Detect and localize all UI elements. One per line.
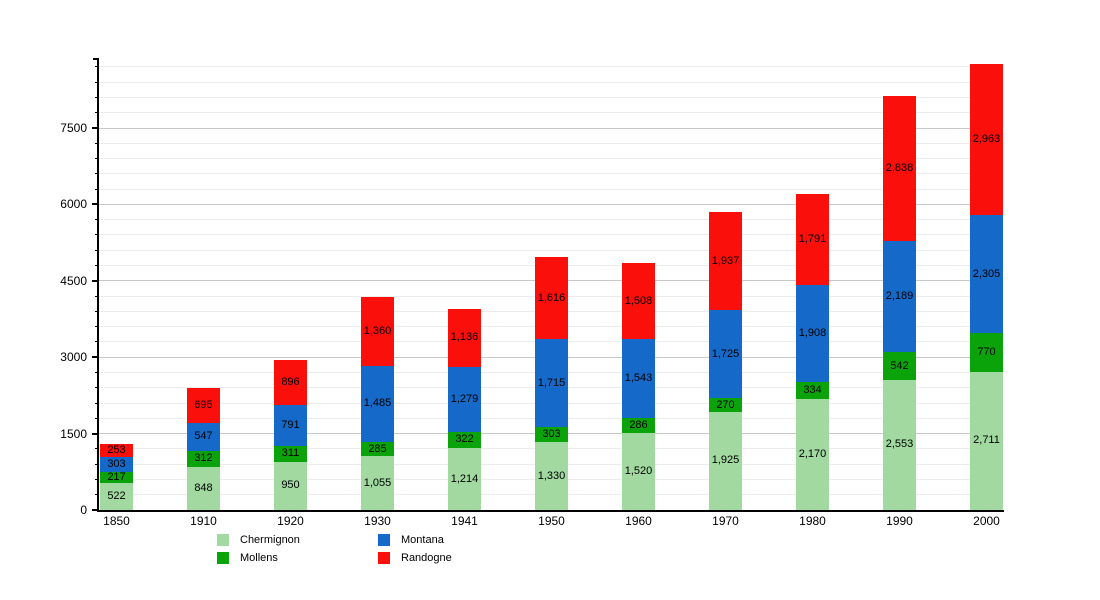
legend-swatch-mollens [217,552,229,564]
bar-segment-mollens [709,398,742,412]
x-axis-tick-label: 1920 [277,514,304,528]
y-axis-line [97,58,99,512]
bar-segment-montana [361,366,394,442]
y-minor-gridline [99,219,1002,221]
y-axis-tick-label: 1500 [60,426,87,441]
bar-segment-randogne [448,308,481,367]
bar-segment-mollens [274,445,307,462]
bar-segment-chermignon [274,461,307,510]
x-axis-tick-label: 1950 [538,514,565,528]
bar-segment-randogne [883,96,916,241]
bar-segment-chermignon [970,371,1003,510]
y-minor-gridline [99,81,1002,83]
x-axis-line [97,510,1004,512]
x-axis-tick-label: 1850 [103,514,130,528]
x-axis-tick-label: 1970 [712,514,739,528]
y-minor-gridline [99,96,1002,98]
bar-segment-randogne [622,262,655,340]
bar-segment-montana [796,285,829,383]
y-axis-tick-label: 3000 [60,350,87,365]
bar-segment-montana [622,339,655,419]
y-minor-gridline [99,142,1002,144]
bar-segment-chermignon [187,466,220,510]
bar-segment-montana [535,339,568,427]
x-axis-tick-label: 1910 [190,514,217,528]
bar-segment-randogne [970,64,1003,216]
bar-segment-mollens [187,450,220,467]
x-axis-tick-label: 2000 [973,514,1000,528]
bar-segment-chermignon [883,379,916,510]
y-major-gridline [99,203,1002,205]
y-major-tick [92,203,99,206]
bar-segment-randogne [100,444,133,457]
y-major-tick [92,509,99,511]
x-axis-tick-label: 1960 [625,514,652,528]
y-minor-gridline [99,158,1002,160]
legend-swatch-montana [378,534,390,546]
bar-segment-chermignon [448,448,481,510]
bar-segment-randogne [361,296,394,367]
bar-segment-randogne [796,194,829,286]
bar-segment-mollens [448,431,481,449]
bar-segment-randogne [187,387,220,424]
bar-segment-montana [448,366,481,432]
y-minor-gridline [99,66,1002,68]
bar-segment-montana [970,215,1003,333]
legend-label-chermignon: Chermignon [240,534,300,546]
bar-segment-montana [274,405,307,446]
y-minor-gridline [99,234,1002,236]
y-axis-tick-label: 4500 [60,273,87,288]
bar-segment-chermignon [622,432,655,510]
bar-segment-mollens [796,382,829,400]
y-axis-tick-label: 0 [80,503,87,517]
y-minor-gridline [99,249,1002,251]
y-minor-gridline [99,112,1002,114]
legend-swatch-chermignon [217,534,229,546]
y-major-tick [92,356,99,359]
bar-segment-montana [100,456,133,473]
y-major-gridline [99,127,1002,129]
y-major-tick [92,432,99,435]
y-major-tick [92,279,99,282]
bar-segment-mollens [100,472,133,484]
bar-segment-mollens [361,441,394,457]
legend-swatch-randogne [378,552,390,564]
y-minor-gridline [99,188,1002,190]
bar-segment-mollens [883,352,916,380]
bar-segment-chermignon [535,442,568,510]
bar-segment-mollens [535,426,568,443]
y-minor-gridline [99,173,1002,175]
bar-segment-montana [187,423,220,451]
bar-segment-chermignon [100,483,133,510]
legend-label-montana: Montana [401,534,444,546]
x-axis-tick-label: 1941 [451,514,478,528]
x-axis-tick-label: 1980 [799,514,826,528]
bar-segment-randogne [709,211,742,311]
y-axis-top-tick [93,58,99,60]
y-axis-tick-label: 7500 [60,121,87,136]
x-axis-tick-label: 1990 [886,514,913,528]
bar-segment-randogne [535,257,568,340]
bar-segment-randogne [274,359,307,406]
x-axis-tick-label: 1930 [364,514,391,528]
y-major-tick [92,127,99,130]
bar-segment-montana [883,240,916,353]
bar-segment-mollens [622,418,655,433]
legend-label-randogne: Randogne [401,552,452,564]
legend-label-mollens: Mollens [240,552,278,564]
bar-segment-mollens [970,332,1003,372]
y-axis-tick-label: 6000 [60,197,87,212]
bar-segment-chermignon [361,456,394,510]
bar-segment-chermignon [796,399,829,510]
bar-segment-chermignon [709,411,742,510]
bar-segment-montana [709,310,742,399]
